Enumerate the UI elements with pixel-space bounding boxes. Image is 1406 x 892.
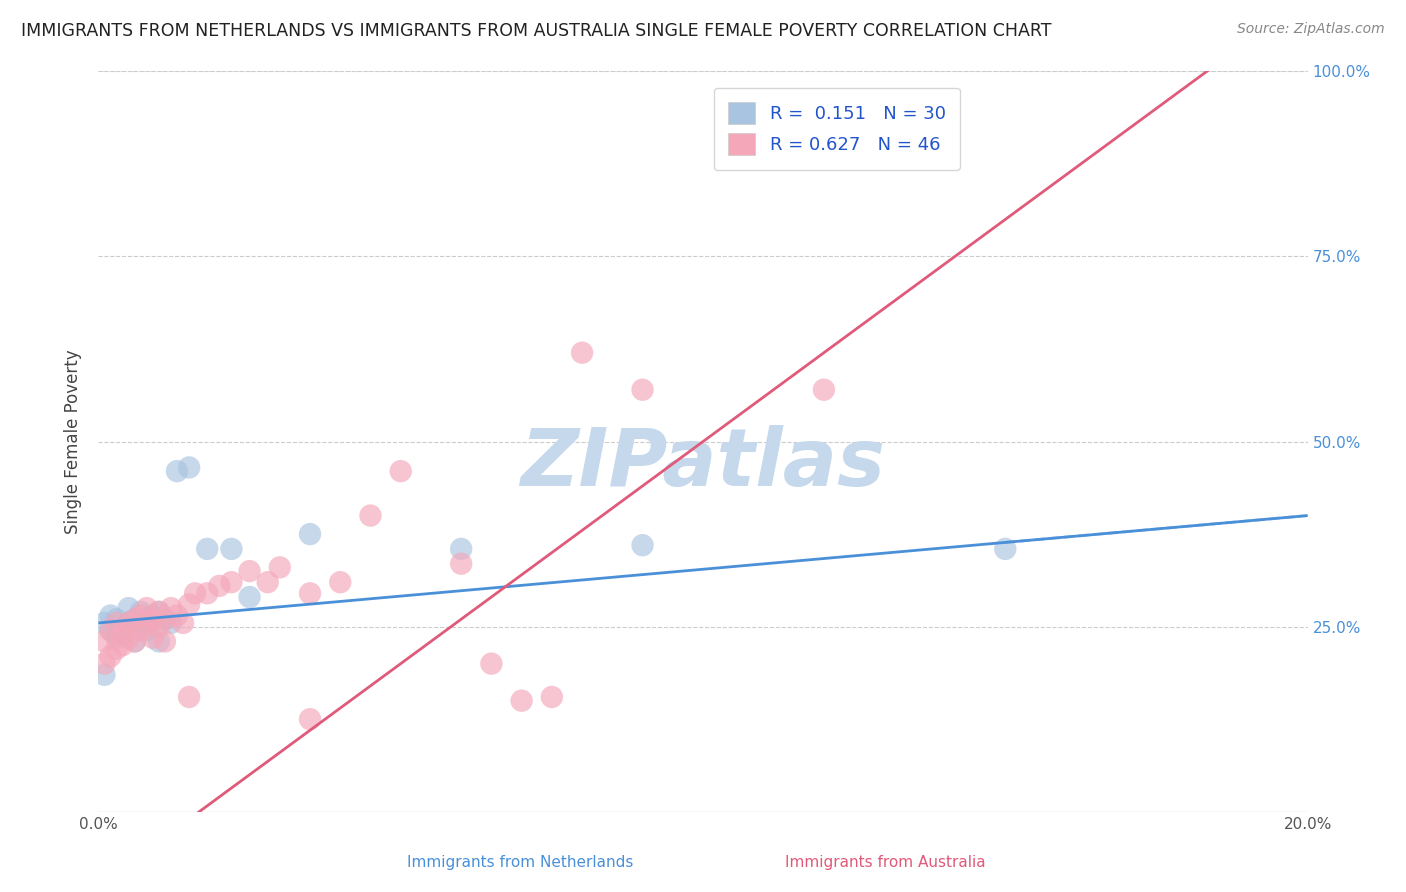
Point (142, 612, 165, 626)
Point (129, 624, 152, 638)
Point (135, 601, 157, 615)
Point (124, 612, 146, 626)
Point (118, 631, 141, 645)
Point (148, 605, 170, 619)
Point (100, 624, 122, 638)
Point (118, 601, 141, 615)
Point (105, 641, 128, 656)
Point (135, 615, 157, 630)
Point (105, 631, 128, 645)
Point (166, 464, 188, 478)
Point (93, 615, 115, 630)
Point (105, 612, 128, 626)
Text: Immigrants from Netherlands: Immigrants from Netherlands (406, 855, 634, 870)
Point (221, 575, 243, 590)
Point (129, 605, 152, 619)
Point (142, 631, 165, 645)
Point (571, 345, 593, 359)
Point (111, 627, 134, 641)
Point (153, 634, 176, 648)
Point (124, 634, 146, 648)
Text: Source: ZipAtlas.com: Source: ZipAtlas.com (1237, 22, 1385, 37)
Point (269, 560, 291, 574)
Point (481, 657, 503, 671)
Text: Immigrants from Australia: Immigrants from Australia (786, 855, 986, 870)
Point (160, 615, 183, 630)
Point (100, 624, 122, 638)
Point (179, 460, 201, 475)
Point (105, 615, 128, 630)
Point (813, 383, 835, 397)
Point (299, 586, 322, 600)
Point (195, 586, 218, 600)
Point (129, 608, 152, 623)
Point (239, 564, 262, 578)
Text: ZIPatlas: ZIPatlas (520, 425, 886, 503)
Point (160, 601, 183, 615)
Point (100, 649, 122, 664)
Point (111, 619, 134, 633)
Point (221, 541, 243, 556)
Point (111, 638, 134, 652)
Point (195, 541, 218, 556)
Point (135, 612, 157, 626)
Point (631, 538, 654, 552)
Point (450, 541, 472, 556)
Point (100, 608, 122, 623)
Legend: R =  0.151   N = 30, R = 0.627   N = 46: R = 0.151 N = 30, R = 0.627 N = 46 (714, 87, 960, 169)
Point (299, 527, 322, 541)
Point (124, 612, 146, 626)
Point (329, 575, 352, 590)
Point (631, 383, 654, 397)
Point (118, 615, 141, 630)
Point (129, 615, 152, 630)
Point (135, 624, 157, 638)
Point (510, 694, 533, 708)
Point (208, 579, 231, 593)
Point (148, 619, 170, 633)
Point (153, 612, 176, 626)
Point (111, 627, 134, 641)
Point (93, 667, 115, 681)
Point (994, 541, 1017, 556)
Text: IMMIGRANTS FROM NETHERLANDS VS IMMIGRANTS FROM AUSTRALIA SINGLE FEMALE POVERTY C: IMMIGRANTS FROM NETHERLANDS VS IMMIGRANT… (21, 22, 1052, 40)
Point (124, 634, 146, 648)
Point (179, 690, 201, 704)
Point (256, 575, 278, 590)
Point (184, 586, 207, 600)
Point (172, 615, 194, 630)
Point (148, 605, 170, 619)
Point (179, 598, 201, 612)
Point (118, 615, 141, 630)
Point (153, 612, 176, 626)
Point (93, 634, 115, 648)
Point (142, 608, 165, 623)
Point (389, 464, 412, 478)
Point (299, 712, 322, 726)
Point (360, 508, 382, 523)
Point (93, 657, 115, 671)
Point (450, 557, 472, 571)
Point (239, 590, 262, 604)
Point (148, 634, 170, 648)
Point (540, 690, 562, 704)
Point (166, 608, 188, 623)
Y-axis label: Single Female Poverty: Single Female Poverty (65, 350, 83, 533)
